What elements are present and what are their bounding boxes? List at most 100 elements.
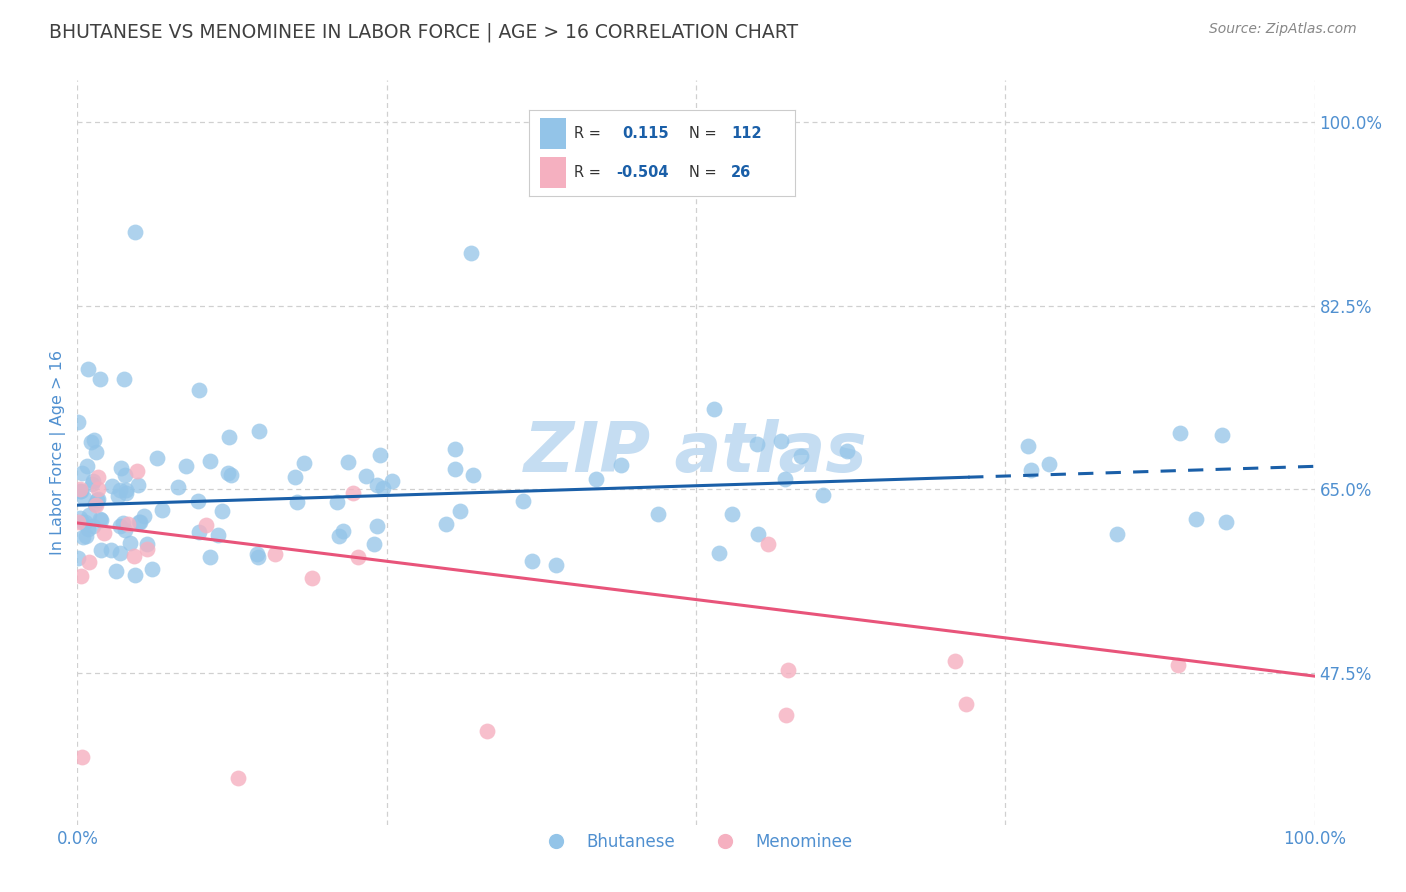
Legend: Bhutanese, Menominee: Bhutanese, Menominee bbox=[533, 826, 859, 858]
Point bbox=[110, 483, 132, 497]
Point bbox=[647, 508, 669, 522]
Point bbox=[82, 518, 104, 533]
Point bbox=[127, 478, 149, 492]
Point bbox=[69, 482, 91, 496]
Point bbox=[76, 522, 98, 536]
Point bbox=[707, 546, 730, 560]
Point bbox=[127, 464, 149, 478]
Point bbox=[368, 448, 391, 462]
Point bbox=[188, 524, 211, 539]
Point bbox=[72, 530, 94, 544]
Point bbox=[70, 516, 93, 530]
Point bbox=[332, 524, 354, 539]
Point bbox=[89, 372, 111, 386]
Point bbox=[1105, 527, 1128, 541]
Point bbox=[87, 469, 110, 483]
Point bbox=[136, 537, 159, 551]
Point bbox=[114, 372, 136, 386]
Point bbox=[70, 466, 93, 480]
Point bbox=[373, 482, 395, 496]
Point bbox=[79, 555, 101, 569]
Point bbox=[141, 562, 163, 576]
Point bbox=[218, 430, 240, 444]
Point bbox=[775, 708, 797, 723]
Point bbox=[72, 750, 94, 764]
Point bbox=[756, 536, 779, 550]
Point bbox=[77, 508, 100, 523]
Point bbox=[246, 548, 269, 562]
Point bbox=[124, 226, 146, 240]
Point bbox=[381, 474, 404, 488]
Point bbox=[264, 547, 287, 561]
Point bbox=[117, 517, 139, 532]
Point bbox=[943, 654, 966, 668]
Point bbox=[1021, 463, 1043, 477]
Point bbox=[128, 515, 150, 529]
Point bbox=[90, 513, 112, 527]
Point bbox=[104, 564, 127, 578]
Point bbox=[66, 551, 89, 566]
Point bbox=[150, 502, 173, 516]
Point bbox=[100, 542, 122, 557]
Point bbox=[346, 549, 368, 564]
Point bbox=[790, 449, 813, 463]
Point bbox=[187, 383, 209, 397]
Point bbox=[354, 468, 377, 483]
Point bbox=[217, 466, 239, 480]
Point bbox=[211, 504, 233, 518]
Point bbox=[745, 437, 768, 451]
Point bbox=[773, 472, 796, 486]
Point bbox=[1185, 512, 1208, 526]
Point bbox=[114, 486, 136, 500]
Point bbox=[721, 508, 744, 522]
Point bbox=[111, 516, 134, 531]
Point bbox=[955, 697, 977, 711]
Point bbox=[475, 723, 498, 738]
Point bbox=[108, 519, 131, 533]
Point bbox=[93, 525, 115, 540]
Point bbox=[69, 484, 91, 499]
Point bbox=[219, 467, 242, 482]
Point bbox=[70, 569, 93, 583]
Point bbox=[79, 434, 101, 449]
Point bbox=[1211, 427, 1233, 442]
Point bbox=[336, 455, 359, 469]
Point bbox=[366, 477, 388, 491]
Point bbox=[363, 537, 385, 551]
Text: BHUTANESE VS MENOMINEE IN LABOR FORCE | AGE > 16 CORRELATION CHART: BHUTANESE VS MENOMINEE IN LABOR FORCE | … bbox=[49, 22, 799, 42]
Point bbox=[83, 497, 105, 511]
Point bbox=[86, 499, 108, 513]
Point bbox=[747, 527, 769, 541]
Point bbox=[207, 528, 229, 542]
Point bbox=[174, 458, 197, 473]
Point bbox=[1167, 657, 1189, 672]
Point bbox=[101, 479, 124, 493]
Point bbox=[114, 467, 136, 482]
Point bbox=[461, 468, 484, 483]
Point bbox=[284, 470, 307, 484]
Point bbox=[187, 493, 209, 508]
Point bbox=[512, 493, 534, 508]
Point bbox=[449, 504, 471, 518]
Point bbox=[73, 491, 96, 506]
Text: ZIP atlas: ZIP atlas bbox=[524, 419, 868, 486]
Text: Source: ZipAtlas.com: Source: ZipAtlas.com bbox=[1209, 22, 1357, 37]
Point bbox=[436, 516, 458, 531]
Point bbox=[1215, 515, 1237, 529]
Point bbox=[108, 546, 131, 560]
Point bbox=[366, 518, 388, 533]
Point bbox=[837, 444, 859, 458]
Point bbox=[776, 663, 799, 677]
Point bbox=[285, 494, 308, 508]
Point bbox=[84, 445, 107, 459]
Point bbox=[194, 517, 217, 532]
Point bbox=[460, 246, 482, 260]
Point bbox=[86, 492, 108, 507]
Point bbox=[328, 529, 350, 543]
Point bbox=[198, 550, 221, 565]
Point bbox=[703, 402, 725, 417]
Point bbox=[80, 476, 103, 491]
Point bbox=[342, 486, 364, 500]
Point bbox=[326, 495, 349, 509]
Point bbox=[76, 458, 98, 473]
